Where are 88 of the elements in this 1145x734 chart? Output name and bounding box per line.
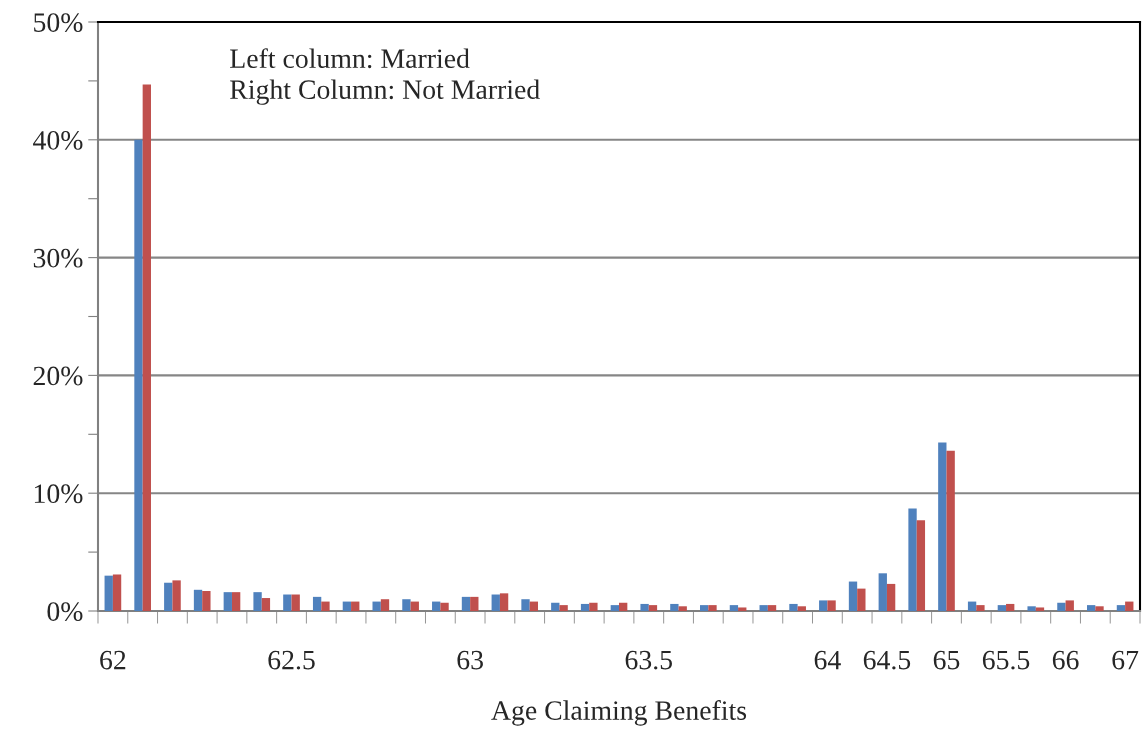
bar bbox=[1087, 605, 1096, 611]
y-tick-label: 0% bbox=[47, 602, 83, 621]
bar bbox=[342, 601, 352, 611]
bar bbox=[827, 600, 836, 611]
bar bbox=[164, 582, 173, 611]
bar bbox=[231, 592, 241, 611]
bar bbox=[559, 605, 568, 611]
bar bbox=[193, 589, 203, 611]
bar bbox=[797, 606, 806, 611]
bar bbox=[410, 601, 419, 611]
bar bbox=[440, 602, 449, 611]
bar bbox=[312, 596, 322, 611]
bar bbox=[291, 594, 300, 611]
x-tick-label: 66 bbox=[1052, 650, 1079, 670]
x-tick-label: 64 bbox=[814, 650, 841, 670]
y-tick-label: 30% bbox=[33, 248, 83, 268]
bar bbox=[708, 605, 717, 611]
x-tick-label: 65.5 bbox=[982, 650, 1030, 670]
bar bbox=[878, 573, 887, 611]
bar bbox=[470, 596, 479, 611]
bar bbox=[848, 581, 858, 611]
bar bbox=[402, 599, 411, 611]
bar bbox=[1116, 605, 1126, 611]
bar bbox=[261, 598, 271, 611]
bar bbox=[699, 605, 709, 611]
bar bbox=[946, 450, 955, 611]
bar bbox=[1065, 600, 1074, 611]
bar bbox=[551, 602, 560, 611]
x-tick-label: 67 bbox=[1112, 650, 1139, 670]
annotation: Left column: Married Right Column: Not Married bbox=[230, 48, 540, 105]
bar bbox=[491, 594, 500, 611]
bar bbox=[380, 599, 390, 611]
bar bbox=[529, 601, 539, 611]
x-tick-label: 63 bbox=[457, 650, 483, 670]
bar bbox=[372, 601, 381, 611]
bar bbox=[670, 603, 679, 611]
bar bbox=[1035, 607, 1045, 611]
bar bbox=[767, 605, 777, 611]
bar bbox=[1027, 606, 1036, 611]
bar bbox=[610, 605, 619, 611]
y-tick-label: 40% bbox=[33, 130, 83, 150]
bar bbox=[729, 605, 739, 611]
bar bbox=[321, 601, 330, 611]
bar bbox=[223, 592, 232, 611]
bar bbox=[461, 596, 471, 611]
bar bbox=[886, 583, 896, 611]
bar bbox=[648, 605, 658, 611]
bar bbox=[976, 605, 985, 611]
bar bbox=[619, 602, 628, 611]
bar bbox=[857, 588, 866, 611]
x-tick-label: 62.5 bbox=[268, 650, 315, 670]
y-tick-label: 10% bbox=[34, 484, 83, 504]
bar bbox=[1095, 606, 1104, 611]
y-tick-label: 20% bbox=[33, 366, 83, 386]
bar bbox=[908, 508, 917, 611]
bar bbox=[104, 575, 113, 611]
bar bbox=[967, 601, 977, 611]
x-tick-label: 65 bbox=[933, 650, 960, 670]
bar bbox=[678, 606, 687, 611]
bar bbox=[1125, 601, 1134, 611]
bar bbox=[997, 605, 1007, 611]
bar bbox=[916, 520, 926, 611]
bar bbox=[172, 580, 181, 611]
bar bbox=[640, 603, 649, 611]
bar bbox=[819, 600, 828, 611]
bar bbox=[202, 590, 211, 611]
bar bbox=[134, 139, 143, 611]
bar bbox=[142, 84, 151, 611]
bar bbox=[521, 599, 530, 611]
bar bbox=[253, 592, 262, 611]
bar bbox=[1006, 603, 1015, 611]
x-tick-label: 63.5 bbox=[625, 650, 672, 670]
bar bbox=[938, 442, 947, 611]
bar bbox=[789, 603, 798, 611]
bar bbox=[283, 594, 292, 611]
bar bbox=[580, 603, 590, 611]
bar bbox=[432, 601, 441, 611]
bar bbox=[589, 602, 598, 611]
y-tick-label: 50% bbox=[34, 13, 83, 32]
x-axis-title: Age Claiming Benefits bbox=[491, 700, 747, 726]
bar bbox=[351, 601, 360, 611]
x-tick-label: 62 bbox=[100, 650, 126, 670]
bar bbox=[738, 607, 747, 611]
bar bbox=[112, 574, 122, 611]
bar bbox=[759, 605, 768, 611]
bar bbox=[1057, 602, 1066, 611]
bar bbox=[499, 593, 509, 611]
x-tick-label: 64.5 bbox=[863, 650, 911, 670]
